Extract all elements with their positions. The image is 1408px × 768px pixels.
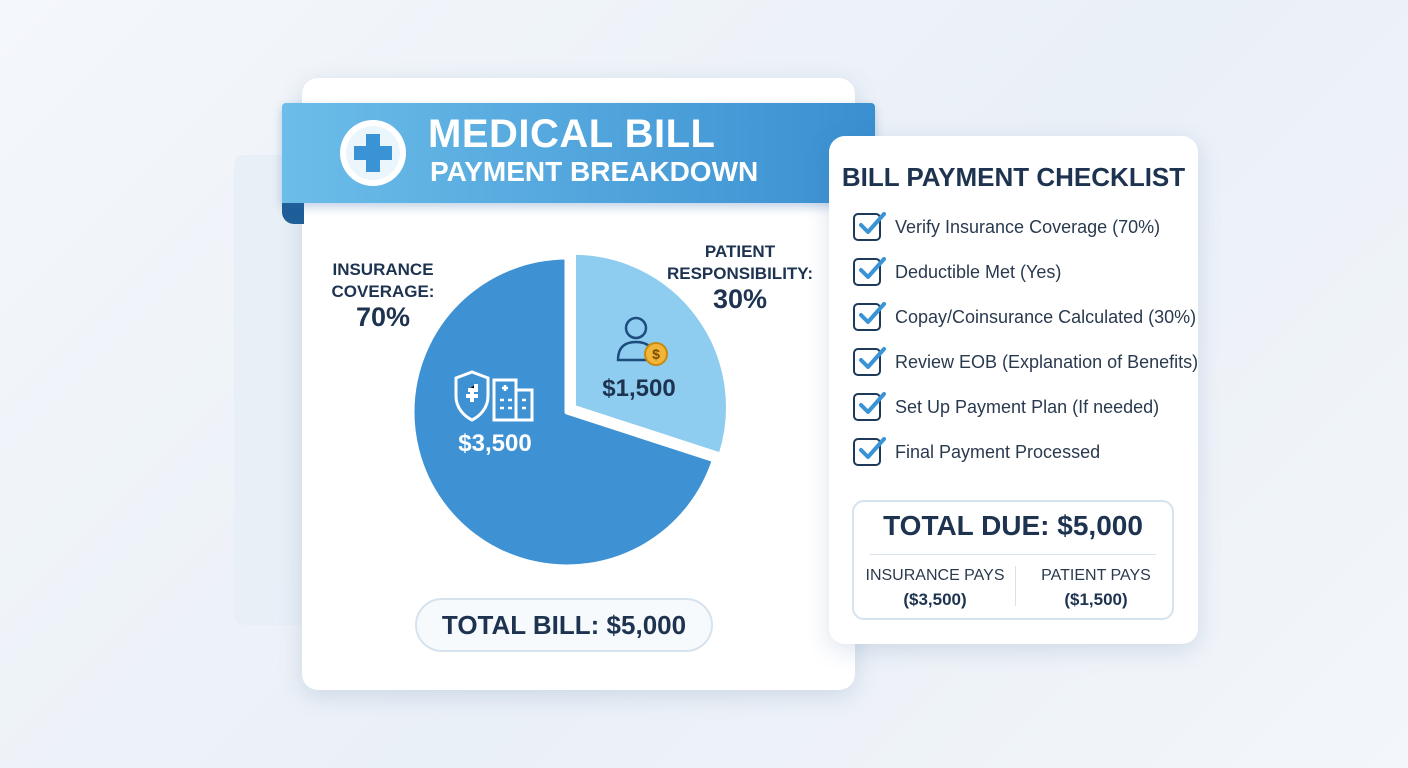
checklist-text: Final Payment Processed <box>895 441 1101 462</box>
check-mark <box>859 347 886 369</box>
patient-icon: $ <box>616 316 668 366</box>
payer-amount: ($1,500) <box>1064 590 1128 609</box>
divider <box>1015 566 1016 606</box>
checkbox <box>853 302 886 331</box>
total-due-box <box>852 500 1174 620</box>
checklist-text: Copay/Coinsurance Calculated (30%) <box>895 306 1197 327</box>
check-mark <box>859 302 886 324</box>
total-bill: TOTAL BILL: $5,000 <box>415 598 713 652</box>
divider <box>870 554 1156 555</box>
checklist-title: BILL PAYMENT CHECKLIST <box>841 162 1186 192</box>
checklist-text: Set Up Payment Plan (If needed) <box>895 396 1160 417</box>
hospital-icon <box>454 370 534 422</box>
total-due: TOTAL DUE: $5,000 <box>883 510 1143 541</box>
checklist-item: Final Payment Processed <box>853 436 1100 468</box>
check-mark <box>859 437 886 459</box>
checkbox <box>853 392 886 421</box>
checklist-item: Copay/Coinsurance Calculated (30%) <box>853 301 1196 333</box>
slice-amount: $1,500 <box>602 375 676 402</box>
slice-value-label: 30% <box>712 284 768 314</box>
checkbox <box>853 347 886 376</box>
checkbox <box>853 437 886 466</box>
svg-text:$: $ <box>652 346 660 362</box>
checklist-text: Deductible Met (Yes) <box>895 261 1062 282</box>
checklist-item: Deductible Met (Yes) <box>853 256 1061 288</box>
slice-amount: $3,500 <box>458 430 532 457</box>
checklist-item: Set Up Payment Plan (If needed) <box>853 391 1159 423</box>
ribbon-fold <box>282 200 304 224</box>
checkbox <box>853 257 886 286</box>
check-mark <box>859 392 886 414</box>
chart-subtitle: PAYMENT BREAKDOWN <box>430 156 759 187</box>
slice-value-label: 70% <box>355 302 411 332</box>
check-mark <box>859 257 886 279</box>
checkbox <box>853 212 886 241</box>
checklist-text: Verify Insurance Coverage (70%) <box>895 216 1161 237</box>
slice-label: PATIENT RESPONSIBILITY: <box>666 242 814 283</box>
chart-title: MEDICAL BILL <box>428 112 716 156</box>
payer-label: INSURANCE PAYS <box>865 567 1005 584</box>
payer-amount: ($3,500) <box>903 590 967 609</box>
pie-slice <box>409 254 717 570</box>
medical-icon <box>340 120 406 186</box>
payer-label: PATIENT PAYS <box>1041 567 1151 584</box>
checklist-item: Review EOB (Explanation of Benefits) <box>853 346 1198 378</box>
checklist-text: Review EOB (Explanation of Benefits) <box>895 351 1199 372</box>
check-mark <box>859 212 886 234</box>
checklist-card <box>829 136 1198 644</box>
checklist-item: Verify Insurance Coverage (70%) <box>853 211 1160 243</box>
slice-label: INSURANCE COVERAGE: <box>331 260 435 301</box>
